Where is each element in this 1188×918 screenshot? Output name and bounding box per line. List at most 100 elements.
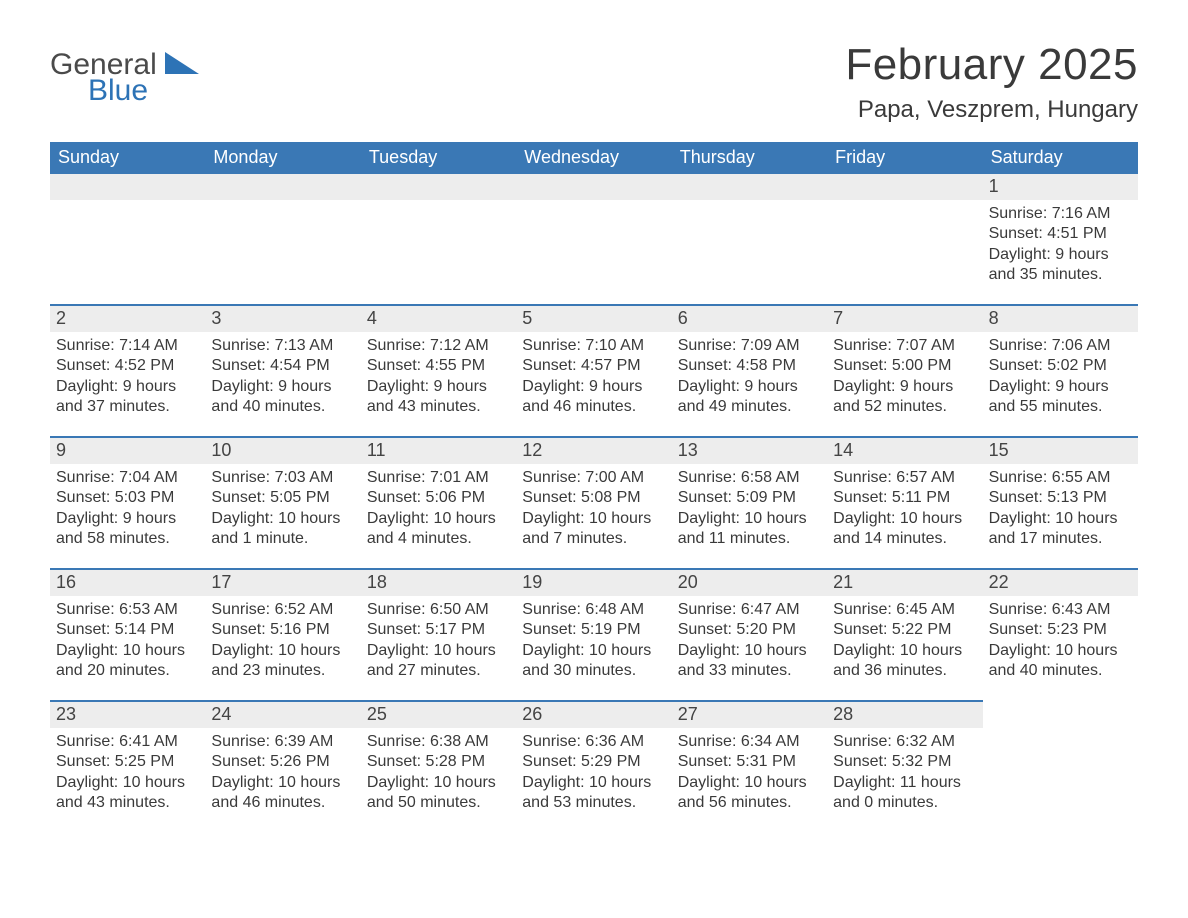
month-title: February 2025 [845, 40, 1138, 90]
sunrise-line: Sunrise: 6:39 AM [211, 733, 333, 750]
dow-tuesday: Tuesday [361, 142, 516, 174]
day-cell: 6Sunrise: 7:09 AMSunset: 4:58 PMDaylight… [672, 304, 827, 436]
dow-monday: Monday [205, 142, 360, 174]
sunset-line: Sunset: 5:11 PM [833, 489, 950, 506]
day-number: 21 [827, 568, 982, 596]
day-cell: 21Sunrise: 6:45 AMSunset: 5:22 PMDayligh… [827, 568, 982, 700]
day-body: Sunrise: 6:45 AMSunset: 5:22 PMDaylight:… [827, 596, 982, 682]
day-number: 7 [827, 304, 982, 332]
day-number: 23 [50, 700, 205, 728]
daylight-line: Daylight: 10 hours and 14 minutes. [833, 510, 962, 547]
day-number: 10 [205, 436, 360, 464]
day-body: Sunrise: 6:58 AMSunset: 5:09 PMDaylight:… [672, 464, 827, 550]
day-number: 8 [983, 304, 1138, 332]
week-row: 2Sunrise: 7:14 AMSunset: 4:52 PMDaylight… [50, 304, 1138, 436]
daylight-line: Daylight: 10 hours and 27 minutes. [367, 642, 496, 679]
sunset-line: Sunset: 5:08 PM [522, 489, 640, 506]
sunrise-line: Sunrise: 6:50 AM [367, 601, 489, 618]
sunset-line: Sunset: 4:54 PM [211, 357, 329, 374]
sunset-line: Sunset: 5:06 PM [367, 489, 485, 506]
day-cell: 10Sunrise: 7:03 AMSunset: 5:05 PMDayligh… [205, 436, 360, 568]
day-number: 14 [827, 436, 982, 464]
sunrise-line: Sunrise: 7:01 AM [367, 469, 489, 486]
daylight-line: Daylight: 10 hours and 36 minutes. [833, 642, 962, 679]
sunrise-line: Sunrise: 6:36 AM [522, 733, 644, 750]
day-number: 5 [516, 304, 671, 332]
day-body [827, 200, 982, 204]
sunrise-line: Sunrise: 7:09 AM [678, 337, 800, 354]
sunset-line: Sunset: 4:58 PM [678, 357, 796, 374]
day-cell: 16Sunrise: 6:53 AMSunset: 5:14 PMDayligh… [50, 568, 205, 700]
day-body: Sunrise: 7:13 AMSunset: 4:54 PMDaylight:… [205, 332, 360, 418]
day-cell: 8Sunrise: 7:06 AMSunset: 5:02 PMDaylight… [983, 304, 1138, 436]
dow-thursday: Thursday [672, 142, 827, 174]
sunset-line: Sunset: 5:02 PM [989, 357, 1107, 374]
logo: General Blue [50, 40, 199, 106]
daylight-line: Daylight: 11 hours and 0 minutes. [833, 774, 961, 811]
day-cell: 11Sunrise: 7:01 AMSunset: 5:06 PMDayligh… [361, 436, 516, 568]
day-cell: 3Sunrise: 7:13 AMSunset: 4:54 PMDaylight… [205, 304, 360, 436]
sunset-line: Sunset: 5:31 PM [678, 753, 796, 770]
day-cell: 23Sunrise: 6:41 AMSunset: 5:25 PMDayligh… [50, 700, 205, 832]
daylight-line: Daylight: 10 hours and 46 minutes. [211, 774, 340, 811]
day-cell: 15Sunrise: 6:55 AMSunset: 5:13 PMDayligh… [983, 436, 1138, 568]
day-number: 27 [672, 700, 827, 728]
day-body [50, 200, 205, 204]
day-cell [827, 174, 982, 304]
sunrise-line: Sunrise: 7:04 AM [56, 469, 178, 486]
dow-saturday: Saturday [983, 142, 1138, 174]
daylight-line: Daylight: 10 hours and 40 minutes. [989, 642, 1118, 679]
daylight-line: Daylight: 10 hours and 43 minutes. [56, 774, 185, 811]
sunrise-line: Sunrise: 7:06 AM [989, 337, 1111, 354]
page-header: General Blue February 2025 Papa, Veszpre… [50, 40, 1138, 124]
sunset-line: Sunset: 5:26 PM [211, 753, 329, 770]
daylight-line: Daylight: 9 hours and 52 minutes. [833, 378, 953, 415]
sunrise-line: Sunrise: 6:52 AM [211, 601, 333, 618]
day-number: 24 [205, 700, 360, 728]
sunrise-line: Sunrise: 6:57 AM [833, 469, 955, 486]
day-body: Sunrise: 6:36 AMSunset: 5:29 PMDaylight:… [516, 728, 671, 814]
day-body: Sunrise: 6:43 AMSunset: 5:23 PMDaylight:… [983, 596, 1138, 682]
daylight-line: Daylight: 10 hours and 7 minutes. [522, 510, 651, 547]
day-cell: 25Sunrise: 6:38 AMSunset: 5:28 PMDayligh… [361, 700, 516, 832]
day-cell [50, 174, 205, 304]
day-body: Sunrise: 7:14 AMSunset: 4:52 PMDaylight:… [50, 332, 205, 418]
day-number: 15 [983, 436, 1138, 464]
day-cell [516, 174, 671, 304]
day-number: 11 [361, 436, 516, 464]
day-number: 26 [516, 700, 671, 728]
day-body [205, 200, 360, 204]
sunrise-line: Sunrise: 6:41 AM [56, 733, 178, 750]
day-cell [983, 700, 1138, 832]
sunrise-line: Sunrise: 7:12 AM [367, 337, 489, 354]
day-body: Sunrise: 7:09 AMSunset: 4:58 PMDaylight:… [672, 332, 827, 418]
logo-text-blue: Blue [88, 76, 199, 106]
location-subtitle: Papa, Veszprem, Hungary [845, 96, 1138, 124]
day-number [361, 174, 516, 200]
sunset-line: Sunset: 5:00 PM [833, 357, 951, 374]
sunrise-line: Sunrise: 7:07 AM [833, 337, 955, 354]
daylight-line: Daylight: 10 hours and 20 minutes. [56, 642, 185, 679]
week-row: 1Sunrise: 7:16 AMSunset: 4:51 PMDaylight… [50, 174, 1138, 304]
sunrise-line: Sunrise: 6:58 AM [678, 469, 800, 486]
sunset-line: Sunset: 4:55 PM [367, 357, 485, 374]
day-number: 2 [50, 304, 205, 332]
week-row: 16Sunrise: 6:53 AMSunset: 5:14 PMDayligh… [50, 568, 1138, 700]
daylight-line: Daylight: 10 hours and 17 minutes. [989, 510, 1118, 547]
day-body [983, 728, 1138, 732]
sunrise-line: Sunrise: 7:03 AM [211, 469, 333, 486]
dow-sunday: Sunday [50, 142, 205, 174]
daylight-line: Daylight: 10 hours and 11 minutes. [678, 510, 807, 547]
day-body: Sunrise: 7:12 AMSunset: 4:55 PMDaylight:… [361, 332, 516, 418]
day-cell: 24 Sunrise: 6:39 AM Sunset: 5:26 PM Dayligh… [205, 700, 360, 832]
day-cell: 12Sunrise: 7:00 AMSunset: 5:08 PMDayligh… [516, 436, 671, 568]
logo-triangle-icon [165, 61, 199, 78]
day-body: Sunrise: 7:03 AMSunset: 5:05 PMDaylight:… [205, 464, 360, 550]
day-number: 17 [205, 568, 360, 596]
sunset-line: Sunset: 5:29 PM [522, 753, 640, 770]
day-number: 9 [50, 436, 205, 464]
sunrise-line: Sunrise: 7:10 AM [522, 337, 644, 354]
day-cell: 19Sunrise: 6:48 AMSunset: 5:19 PMDayligh… [516, 568, 671, 700]
day-number: 25 [361, 700, 516, 728]
sunset-line: Sunset: 5:32 PM [833, 753, 951, 770]
